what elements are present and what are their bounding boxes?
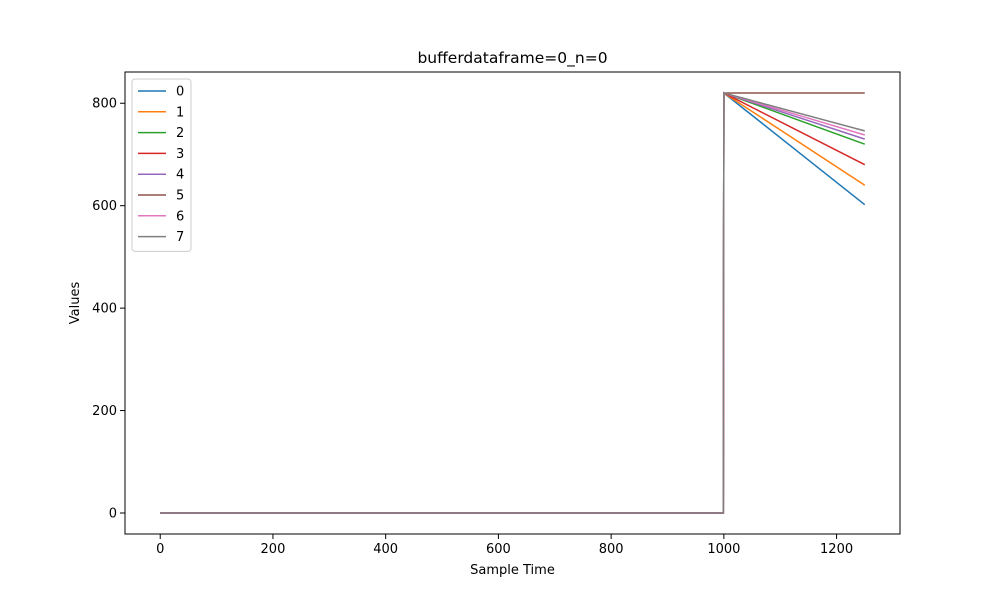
x-tick-label: 200 <box>261 542 286 557</box>
x-tick-label: 1200 <box>820 542 853 557</box>
series-line-1 <box>160 91 866 514</box>
series-line-0 <box>160 91 866 514</box>
y-tick-label: 400 <box>92 302 117 317</box>
legend-label-2: 2 <box>176 126 184 141</box>
x-axis-label: Sample Time <box>470 563 555 578</box>
x-tick-label: 800 <box>599 542 624 557</box>
series-line-3 <box>160 91 866 514</box>
legend-label-6: 6 <box>176 209 184 224</box>
series-line-7 <box>160 92 865 514</box>
x-axis-ticks: 0 200 400 600 800 1000 1200 <box>156 534 853 557</box>
y-tick-label: 800 <box>92 97 117 112</box>
series-line-5 <box>160 92 865 514</box>
y-tick-label: 0 <box>109 507 117 522</box>
x-tick-label: 400 <box>373 542 398 557</box>
legend-label-0: 0 <box>176 85 184 100</box>
y-tick-label: 200 <box>92 404 117 419</box>
series-line-2 <box>160 91 866 514</box>
legend-label-7: 7 <box>176 230 184 245</box>
x-tick-label: 600 <box>486 542 511 557</box>
legend-label-5: 5 <box>176 189 184 204</box>
y-tick-label: 600 <box>92 199 117 214</box>
legend-label-4: 4 <box>176 168 184 183</box>
plot-lines <box>160 91 866 514</box>
legend: 0 1 2 3 4 5 6 7 <box>131 78 192 252</box>
plot-frame <box>124 71 901 535</box>
chart-title: bufferdataframe=0_n=0 <box>417 49 607 68</box>
x-tick-label: 1000 <box>707 542 740 557</box>
legend-box <box>131 78 192 252</box>
series-line-4 <box>160 91 866 514</box>
series-line-6 <box>160 91 865 514</box>
y-axis-label: Values <box>68 282 83 325</box>
y-axis-ticks: 0 200 400 600 800 <box>92 97 125 522</box>
x-tick-label: 0 <box>156 542 164 557</box>
legend-label-1: 1 <box>176 105 184 120</box>
legend-label-3: 3 <box>176 147 184 162</box>
